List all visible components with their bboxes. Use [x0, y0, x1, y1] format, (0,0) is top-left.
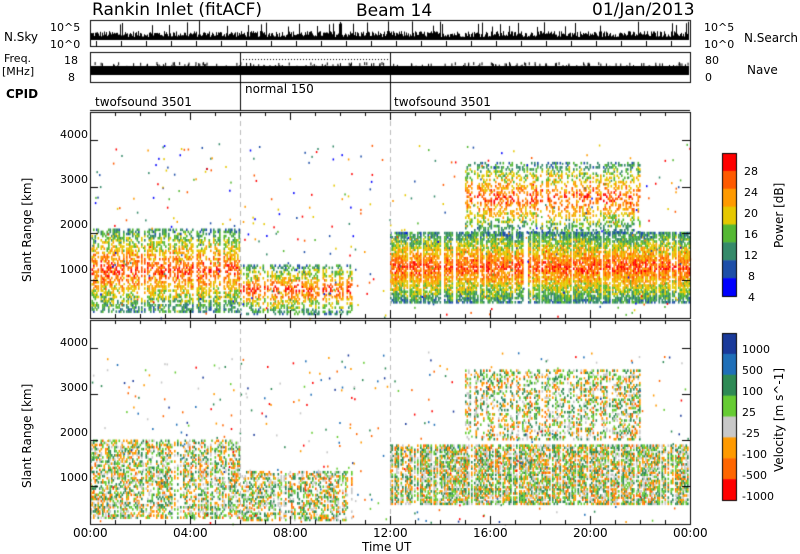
- nsky-tick-bottom: 10^0: [50, 38, 81, 51]
- power-cbar-tick-8: 8: [748, 270, 755, 283]
- nave-label: Nave: [747, 63, 778, 77]
- velocity-cbar-tick-neg25: -25: [742, 427, 760, 440]
- nsky-tick-top: 10^5: [50, 21, 81, 34]
- xtick-0400: 04:00: [173, 526, 208, 540]
- velocity-ytick-4000: 4000: [60, 336, 88, 349]
- power-ytick-1000: 1000: [60, 263, 88, 276]
- nsearch-tick-bottom: 10^0: [704, 38, 735, 51]
- velocity-cbar-tick-25: 25: [742, 406, 756, 419]
- freq-tick-bottom: 8: [68, 71, 75, 84]
- power-ytick-2000: 2000: [60, 218, 88, 231]
- xtick-2400: 00:00: [673, 526, 708, 540]
- cpid-label: CPID: [6, 87, 39, 101]
- velocity-panel-ylabel: Slant Range [km]: [20, 383, 34, 488]
- xtick-1200: 12:00: [373, 526, 408, 540]
- velocity-cbar-label: Velocity [m s^-1]: [772, 367, 786, 472]
- velocity-cbar-tick-100: 100: [742, 385, 763, 398]
- power-cbar-tick-20: 20: [744, 207, 758, 220]
- xtick-0800: 08:00: [273, 526, 308, 540]
- xtick-0000: 00:00: [73, 526, 108, 540]
- velocity-ytick-3000: 3000: [60, 381, 88, 394]
- x-axis-label: Time UT: [362, 540, 412, 554]
- velocity-cbar-tick-500: 500: [742, 364, 763, 377]
- cpid-segment-3: twofsound 3501: [394, 95, 491, 109]
- power-cbar-tick-12: 12: [744, 249, 758, 262]
- power-ytick-3000: 3000: [60, 173, 88, 186]
- velocity-cbar-tick-1000: 1000: [742, 343, 770, 356]
- power-ytick-4000: 4000: [60, 128, 88, 141]
- nsearch-tick-top: 10^5: [704, 21, 735, 34]
- velocity-ytick-1000: 1000: [60, 471, 88, 484]
- cpid-segment-1: twofsound 3501: [95, 95, 192, 109]
- xtick-1600: 16:00: [473, 526, 508, 540]
- nsearch-label: N.Search: [744, 31, 799, 45]
- power-cbar-label: Power [dB]: [772, 182, 786, 248]
- power-panel-ylabel: Slant Range [km]: [20, 177, 34, 282]
- nave-tick-bottom: 0: [705, 71, 712, 84]
- cpid-segment-2: normal 150: [245, 82, 314, 96]
- velocity-cbar-tick-neg100: -100: [742, 448, 767, 461]
- nsky-label: N.Sky: [4, 30, 39, 44]
- power-cbar-tick-24: 24: [744, 186, 758, 199]
- power-cbar-tick-16: 16: [744, 228, 758, 241]
- power-cbar-tick-28: 28: [744, 165, 758, 178]
- xtick-2000: 20:00: [573, 526, 608, 540]
- freq-unit-label: [MHz]: [2, 65, 35, 78]
- station-title: Rankin Inlet (fitACF): [92, 0, 263, 20]
- nave-tick-top: 80: [705, 54, 719, 67]
- beam-title: Beam 14: [356, 1, 433, 21]
- date-title: 01/Jan/2013: [592, 0, 695, 20]
- power-cbar-tick-4: 4: [748, 291, 755, 304]
- velocity-cbar-tick-neg500: -500: [742, 469, 767, 482]
- velocity-ytick-2000: 2000: [60, 426, 88, 439]
- freq-tick-top: 18: [64, 54, 78, 67]
- freq-label: Freq.: [4, 52, 32, 65]
- velocity-cbar-tick-neg1000: -1000: [742, 490, 774, 503]
